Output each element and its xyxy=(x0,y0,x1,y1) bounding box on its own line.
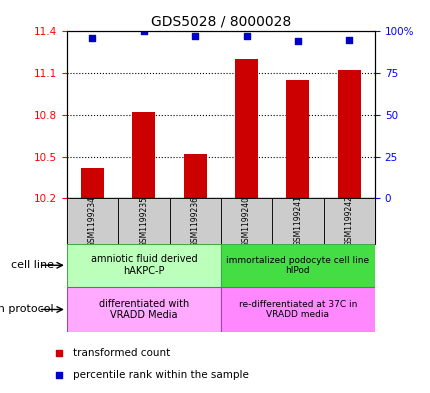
Text: immortalized podocyte cell line
hIPod: immortalized podocyte cell line hIPod xyxy=(226,255,369,275)
Text: percentile rank within the sample: percentile rank within the sample xyxy=(73,370,249,380)
Text: cell line: cell line xyxy=(11,260,54,270)
Text: GSM1199235: GSM1199235 xyxy=(139,196,148,246)
Point xyxy=(56,372,63,378)
Bar xyxy=(132,112,155,198)
Point xyxy=(89,35,96,41)
Text: GSM1199234: GSM1199234 xyxy=(88,196,97,246)
Point xyxy=(294,38,301,44)
Text: re-differentiated at 37C in
VRADD media: re-differentiated at 37C in VRADD media xyxy=(238,300,356,319)
Point xyxy=(345,37,352,43)
Bar xyxy=(169,198,220,244)
Bar xyxy=(323,198,374,244)
Text: differentiated with
VRADD Media: differentiated with VRADD Media xyxy=(98,299,188,320)
Bar xyxy=(118,198,169,244)
Text: GSM1199236: GSM1199236 xyxy=(190,196,199,246)
Bar xyxy=(67,287,221,332)
Text: GSM1199242: GSM1199242 xyxy=(344,196,353,246)
Bar xyxy=(220,244,374,287)
Bar xyxy=(67,244,221,287)
Bar xyxy=(234,59,258,198)
Bar xyxy=(220,198,272,244)
Text: growth protocol: growth protocol xyxy=(0,305,54,314)
Text: transformed count: transformed count xyxy=(73,347,170,358)
Point xyxy=(243,33,249,40)
Title: GDS5028 / 8000028: GDS5028 / 8000028 xyxy=(150,15,290,29)
Text: amniotic fluid derived
hAKPC-P: amniotic fluid derived hAKPC-P xyxy=(90,255,197,276)
Bar xyxy=(337,70,360,198)
Bar xyxy=(272,198,323,244)
Bar xyxy=(183,154,206,198)
Text: GSM1199241: GSM1199241 xyxy=(293,196,302,246)
Bar xyxy=(220,287,374,332)
Point xyxy=(56,349,63,356)
Point xyxy=(191,33,198,40)
Bar xyxy=(81,168,104,198)
Text: GSM1199240: GSM1199240 xyxy=(242,196,251,246)
Bar xyxy=(286,80,309,198)
Point xyxy=(140,28,147,35)
Bar xyxy=(67,198,118,244)
